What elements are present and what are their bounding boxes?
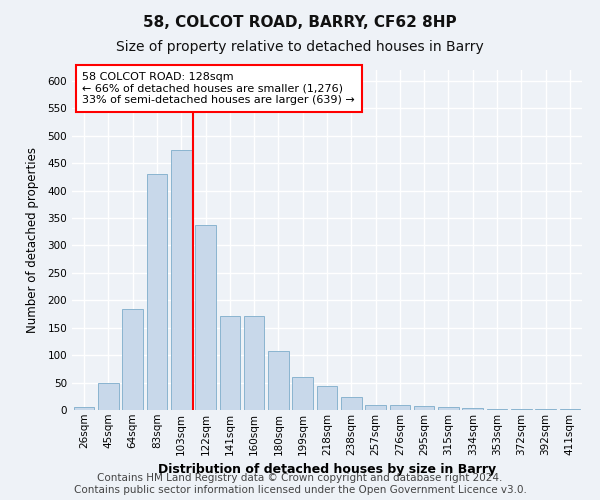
Bar <box>341 398 362 410</box>
Bar <box>438 408 459 410</box>
Bar <box>122 308 143 410</box>
Text: 58 COLCOT ROAD: 128sqm
← 66% of detached houses are smaller (1,276)
33% of semi-: 58 COLCOT ROAD: 128sqm ← 66% of detached… <box>82 72 355 105</box>
Bar <box>487 409 508 410</box>
Bar <box>74 408 94 410</box>
Bar <box>220 316 240 410</box>
Bar <box>317 386 337 410</box>
Bar <box>98 382 119 410</box>
Text: Contains HM Land Registry data © Crown copyright and database right 2024.
Contai: Contains HM Land Registry data © Crown c… <box>74 474 526 495</box>
Bar <box>146 174 167 410</box>
Bar <box>389 404 410 410</box>
Bar <box>195 224 216 410</box>
Y-axis label: Number of detached properties: Number of detached properties <box>26 147 39 333</box>
Text: 58, COLCOT ROAD, BARRY, CF62 8HP: 58, COLCOT ROAD, BARRY, CF62 8HP <box>143 15 457 30</box>
Bar <box>365 404 386 410</box>
Bar <box>463 408 483 410</box>
X-axis label: Distribution of detached houses by size in Barry: Distribution of detached houses by size … <box>158 463 496 476</box>
Bar <box>292 377 313 410</box>
Bar <box>171 150 191 410</box>
Bar <box>414 406 434 410</box>
Bar <box>244 316 265 410</box>
Bar <box>511 409 532 410</box>
Text: Size of property relative to detached houses in Barry: Size of property relative to detached ho… <box>116 40 484 54</box>
Bar <box>268 352 289 410</box>
